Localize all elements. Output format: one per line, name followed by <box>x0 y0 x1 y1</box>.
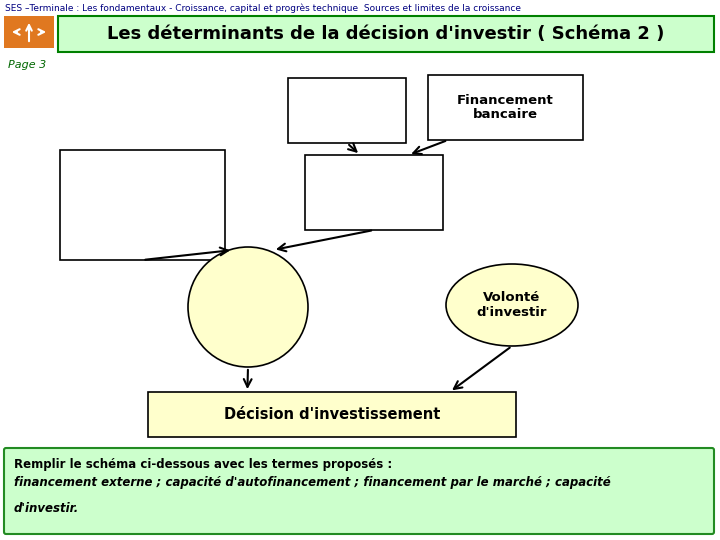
Text: Financement
bancaire: Financement bancaire <box>457 93 554 122</box>
Text: Remplir le schéma ci-dessous avec les termes proposés :: Remplir le schéma ci-dessous avec les te… <box>14 458 392 471</box>
Text: financement externe ; capacité d'autofinancement ; financement par le marché ; c: financement externe ; capacité d'autofin… <box>14 476 611 489</box>
Text: Volonté
d'investir: Volonté d'investir <box>477 291 547 319</box>
FancyBboxPatch shape <box>58 16 714 52</box>
Text: SES –Terminale : Les fondamentaux - Croissance, capital et progrès technique  So: SES –Terminale : Les fondamentaux - Croi… <box>5 3 521 13</box>
FancyBboxPatch shape <box>288 78 406 143</box>
FancyBboxPatch shape <box>428 75 583 140</box>
Ellipse shape <box>446 264 578 346</box>
FancyBboxPatch shape <box>4 448 714 534</box>
FancyBboxPatch shape <box>305 155 443 230</box>
Circle shape <box>188 247 308 367</box>
Text: Décision d'investissement: Décision d'investissement <box>224 407 440 422</box>
FancyBboxPatch shape <box>60 150 225 260</box>
Text: Les déterminants de la décision d'investir ( Schéma 2 ): Les déterminants de la décision d'invest… <box>107 25 665 43</box>
Text: d'investir.: d'investir. <box>14 502 79 515</box>
FancyBboxPatch shape <box>4 16 54 48</box>
Text: Page 3: Page 3 <box>8 60 46 70</box>
FancyBboxPatch shape <box>148 392 516 437</box>
